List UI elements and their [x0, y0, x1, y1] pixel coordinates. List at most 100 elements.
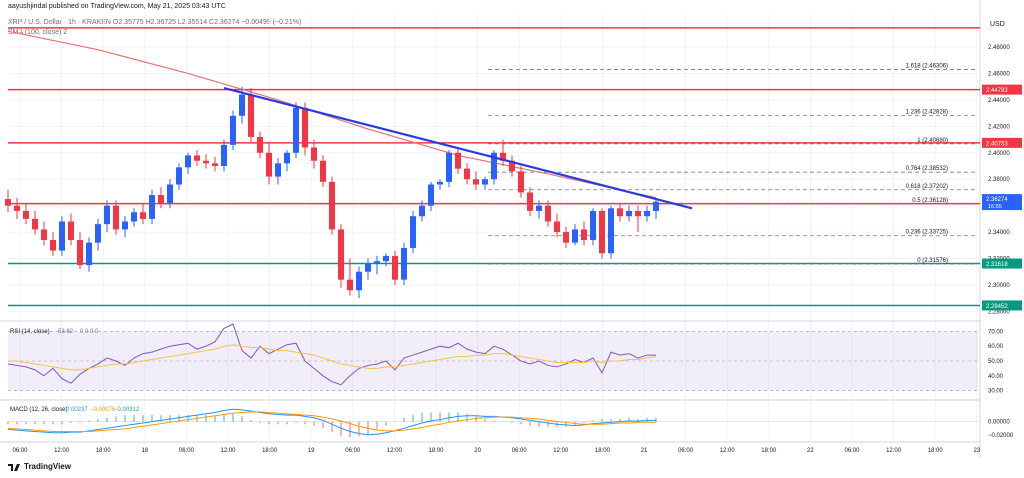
candle-body [212, 163, 218, 166]
candle-body [293, 107, 299, 153]
price-axis-level-label: 2.28452 [986, 304, 1008, 310]
candle-body [428, 184, 434, 206]
candle-body [383, 255, 389, 262]
fib-level-label: 0.764 (2.38532) [906, 166, 948, 172]
candle-body [230, 115, 236, 145]
time-axis-tick: 18 [141, 448, 148, 454]
price-axis-tick: 2.44000 [988, 98, 1010, 104]
candle-body [518, 171, 524, 193]
rsi-axis-tick: 60.00 [988, 344, 1004, 350]
candle-body [527, 192, 533, 211]
candle-body [266, 152, 272, 177]
candle-body [365, 263, 371, 272]
time-axis-tick: 19 [308, 448, 315, 454]
price-axis-tick: 2.42000 [988, 124, 1010, 130]
time-axis-tick: 12:00 [220, 448, 236, 454]
candle-body [203, 160, 209, 164]
rsi-axis-tick: 30.00 [988, 389, 1004, 395]
price-axis-tick: 2.48000 [988, 45, 1010, 51]
candle-body [158, 195, 164, 204]
time-axis-tick: 06:00 [345, 448, 361, 454]
candle-body [320, 160, 326, 182]
tradingview-logo-icon [8, 463, 20, 471]
candle-body [68, 221, 74, 241]
macd-value-label: 0.00237 [66, 407, 88, 413]
candle-body [635, 210, 641, 217]
rsi-ma-line [8, 344, 657, 371]
candle-body [248, 94, 254, 137]
time-axis-tick: 06:00 [844, 448, 860, 454]
candle-body [32, 218, 38, 230]
time-axis-tick: 18:00 [262, 448, 278, 454]
candle-body [131, 212, 137, 222]
sma-100-line [7, 30, 657, 199]
candle-body [599, 210, 605, 254]
price-axis-level-tag [982, 137, 1022, 148]
time-axis-tick: 06:00 [512, 448, 528, 454]
time-axis-tick: 18:00 [761, 448, 777, 454]
candle-body [104, 205, 110, 225]
price-axis-level-tag [982, 300, 1022, 311]
candle-body [329, 181, 335, 230]
candle-body [167, 184, 173, 204]
price-axis-tick: 2.38000 [988, 177, 1010, 183]
candle-body [50, 240, 56, 251]
candle-body [392, 255, 398, 280]
macd-axis-tick: 0.00000 [988, 420, 1010, 426]
rsi-extra-label: 0 0 0 0 [80, 329, 99, 335]
candle-body [401, 247, 407, 280]
candle-body [140, 212, 146, 219]
macd-signal-line [7, 411, 656, 432]
rsi-header-label: RSI (14, close) [10, 329, 50, 335]
fib-level-label: 0.236 (2.33725) [906, 230, 948, 236]
candle-body [545, 205, 551, 222]
macd-axis-tick: −0.02000 [988, 433, 1014, 439]
candle-body [608, 208, 614, 254]
candle-body [473, 179, 479, 185]
candle-body [311, 147, 317, 161]
candle-body [284, 152, 290, 164]
time-axis-tick: 22 [807, 448, 814, 454]
time-axis-tick: 18:00 [595, 448, 611, 454]
fib-level-label: 0 (2.31576) [917, 258, 948, 264]
current-price-tag [982, 194, 1022, 211]
candle-body [500, 152, 506, 161]
time-axis-tick: 18:00 [96, 448, 112, 454]
candle-body [149, 195, 155, 219]
macd-line [7, 408, 656, 436]
candle-body [347, 279, 353, 291]
candle-body [41, 229, 47, 241]
time-axis-tick: 23 [973, 448, 980, 454]
fib-level-label: 1.236 (2.42828) [906, 109, 948, 115]
price-axis-tick: 2.34000 [988, 230, 1010, 236]
candle-body [572, 229, 578, 243]
price-axis-level-tag [982, 84, 1022, 95]
candle-body [23, 210, 29, 219]
tradingview-logo[interactable]: TradingView [8, 462, 71, 471]
candle-body [536, 205, 542, 211]
macd-header-label: MACD (12, 26, close) [10, 407, 67, 413]
candle-body [617, 208, 623, 217]
candle-body [482, 179, 488, 185]
candle-body [77, 240, 83, 266]
sma-legend: SMA (100, close) 2 [8, 29, 68, 36]
candle-body [113, 205, 119, 230]
candle-body [5, 199, 11, 206]
price-axis-level-label: 2.31618 [986, 262, 1008, 268]
candle-body [239, 94, 245, 116]
time-axis-tick: 06:00 [12, 448, 28, 454]
price-axis-level-label: 2.44783 [986, 88, 1008, 94]
price-axis-level-label: 2.40753 [986, 141, 1008, 147]
candle-body [437, 181, 443, 185]
time-axis-tick: 12:00 [886, 448, 902, 454]
candle-body [302, 107, 308, 148]
candle-body [122, 221, 128, 230]
price-axis-level-tag [982, 258, 1022, 269]
candle-body [14, 205, 20, 211]
candle-body [86, 242, 92, 266]
rsi-axis-tick: 50.00 [988, 359, 1004, 365]
candle-body [374, 261, 380, 264]
bearish-trendline [223, 86, 693, 210]
price-axis-currency: USD [990, 21, 1005, 28]
